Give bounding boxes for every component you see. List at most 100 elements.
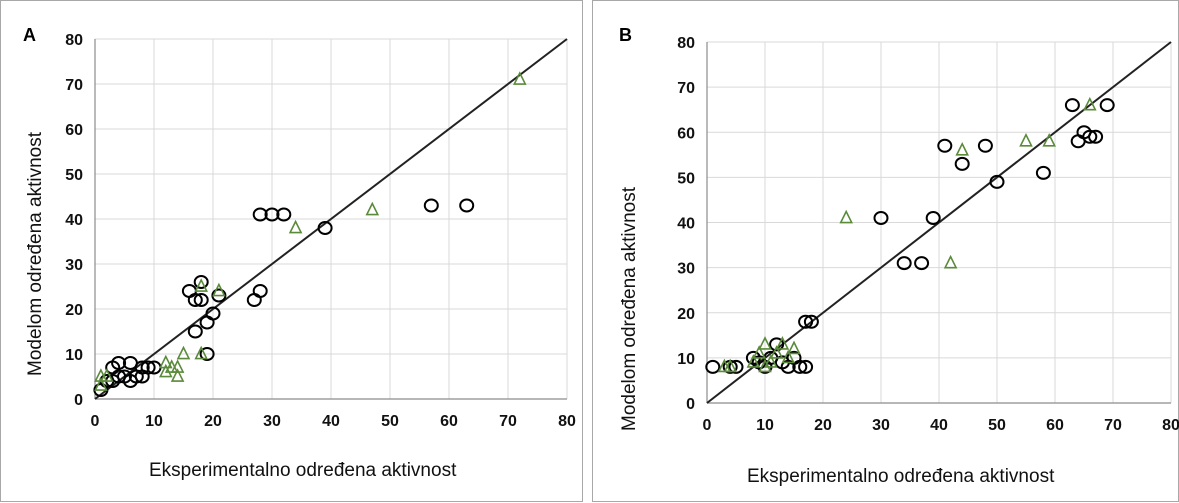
circle-point [252,207,268,222]
y-tick-label: 0 [686,396,695,413]
circle-point [705,359,721,374]
triangle-point [170,359,185,373]
x-tick-label: 80 [1162,417,1179,434]
triangle-point [194,278,208,292]
circle-point [134,360,150,375]
triangle-point [170,368,185,382]
x-tick-label: 80 [558,413,576,430]
triangle-point [1019,132,1033,147]
triangle-point [943,254,958,269]
triangle-point [758,358,772,373]
x-tick-label: 40 [322,413,340,430]
circle-point [1064,98,1080,113]
circle-point [276,207,292,222]
x-tick-label: 40 [930,417,948,434]
triangle-point [839,209,853,224]
y-tick-label: 40 [677,216,695,233]
circle-point [914,256,930,271]
triangle-point [513,71,527,85]
circle-point [205,306,221,321]
triangle-point [752,345,766,359]
triangle-point [787,340,801,355]
x-tick-label: 0 [703,417,712,434]
circle-point [122,374,138,388]
circle-point [193,293,209,307]
circle-point [1099,98,1115,113]
circle-point [187,293,203,307]
triangle-point [100,368,114,382]
circle-point [317,221,333,235]
x-tick-label: 10 [145,413,163,430]
y-tick-label: 10 [65,347,83,364]
circle-point [199,347,215,361]
circle-point [187,324,203,339]
x-tick-label: 50 [381,413,399,430]
triangle-point [764,354,778,368]
x-tick-label: 60 [1046,417,1064,434]
circle-point [989,174,1005,189]
circle-point [769,337,785,352]
circle-point [728,359,744,374]
circle-point [937,138,953,153]
x-tick-label: 30 [263,413,281,430]
triangle-point [94,377,108,391]
circle-point [252,284,268,298]
triangle-point [723,358,737,373]
x-tick-label: 10 [756,417,774,434]
circle-point [798,359,814,374]
y-tick-label: 10 [677,351,695,368]
circle-point [459,198,475,213]
panel-letter-a: A [23,25,36,45]
y-tick-label: 70 [677,80,695,97]
y-tick-label: 40 [65,212,83,229]
panel-letter-b: B [619,25,632,45]
x-axis-label-a: Eksperimentalno određena aktivnost [149,460,457,481]
circle-point [954,156,970,171]
x-tick-label: 60 [440,413,458,430]
triangle-point [176,345,191,360]
scatter-plot-b: 0 10 20 30 40 50 60 70 80 0 10 20 30 40 50 60 70 80 [677,35,1179,434]
y-tick-label: 80 [677,35,695,52]
circle-point [193,275,209,289]
circle-point [211,288,227,303]
circle-point [140,360,156,375]
y-tick-label: 50 [65,167,83,184]
triangle-point [288,219,303,234]
triangle-point [194,345,208,360]
triangle-point [212,282,226,297]
triangle-point [769,345,784,359]
x-tick-label: 70 [499,413,517,430]
y-tick-label: 30 [65,257,83,274]
y-tick-label: 30 [677,261,695,278]
triangle-point [1083,96,1097,111]
triangle-point [746,354,761,368]
y-tick-label: 60 [65,122,83,139]
chart-panel-b: 0 10 20 30 40 50 60 70 80 0 10 20 30 40 50 60 70 80 B Mod… [592,0,1179,502]
circle-point [1035,165,1051,180]
circle-point [181,284,197,298]
y-axis-label-b: Modelom određena aktivnost [619,187,640,431]
x-tick-label: 50 [988,417,1006,434]
circle-point [792,359,808,374]
circle-point [264,207,280,222]
circle-point [246,293,262,307]
circle-point [977,138,993,153]
x-tick-label: 70 [1104,417,1122,434]
y-tick-label: 50 [677,170,695,187]
triangle-point [159,363,173,378]
circle-point [925,210,941,225]
x-tick-label: 0 [91,413,100,430]
circle-point [105,360,121,375]
circle-point [803,314,819,329]
circle-point [1082,129,1098,144]
circle-point [798,314,814,329]
triangle-point [955,142,969,156]
circle-point [199,315,215,330]
identity-line [94,38,568,400]
x-tick-label: 20 [814,417,832,434]
y-tick-label: 60 [677,125,695,142]
scatter-plot-a: 0 10 20 30 40 50 60 70 80 0 10 20 30 40 50 60 70 80 [65,32,576,430]
x-tick-label: 30 [872,417,890,434]
triangle-point [159,354,173,369]
circle-point [873,210,889,225]
